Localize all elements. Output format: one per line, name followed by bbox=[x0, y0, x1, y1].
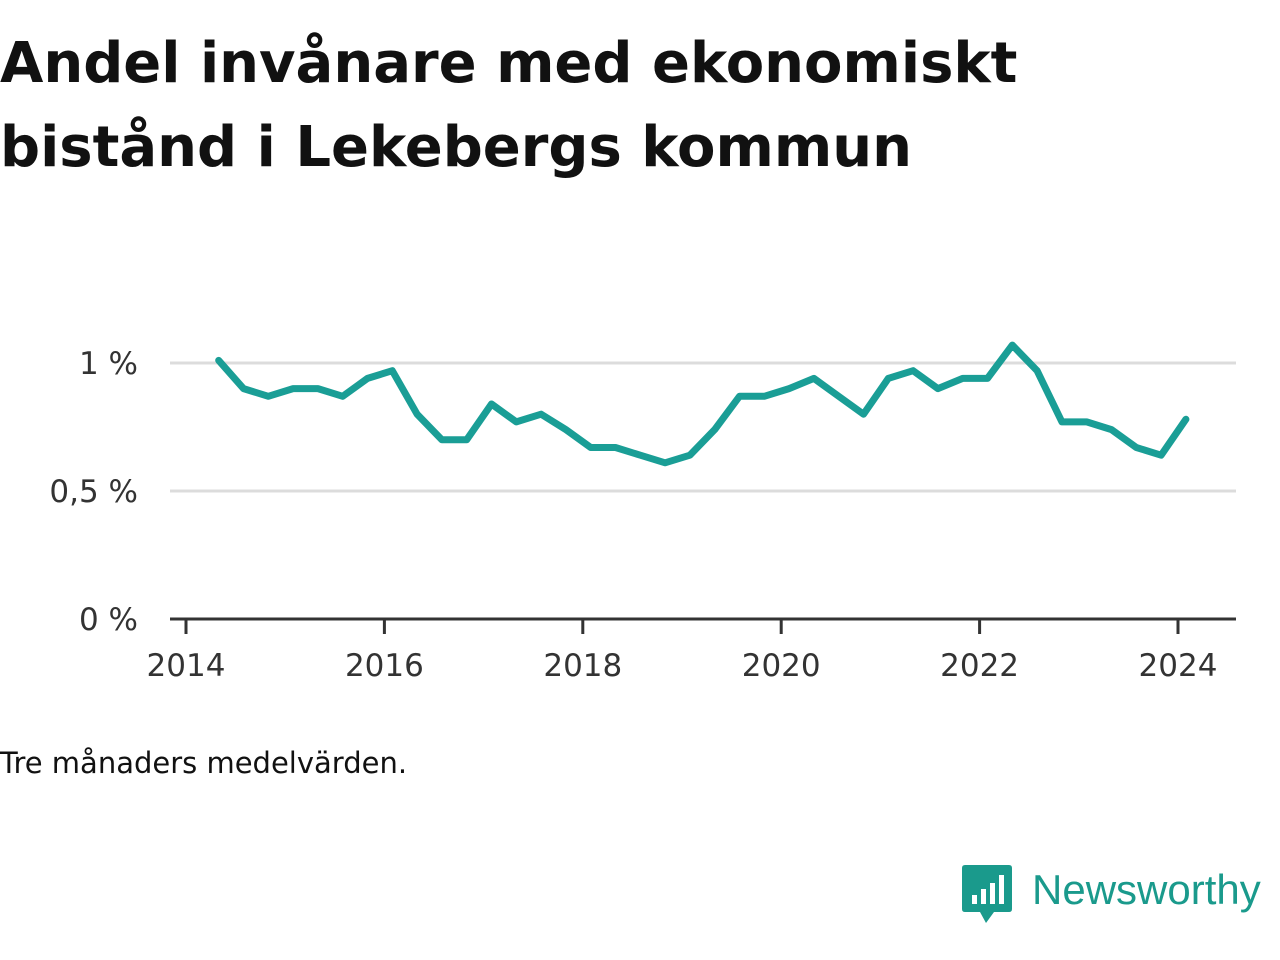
x-tick-label: 2020 bbox=[742, 648, 821, 684]
brand-name: Newsworthy bbox=[1032, 866, 1261, 913]
line-chart: 0 % 0,5 % 1 % 2014 2016 2018 2020 2022 2024 bbox=[49, 341, 1236, 684]
x-tick-label: 2024 bbox=[1139, 648, 1218, 684]
y-tick-label: 0,5 % bbox=[49, 474, 138, 510]
x-tick-label: 2018 bbox=[543, 648, 622, 684]
x-tick-label: 2014 bbox=[147, 648, 226, 684]
series-line bbox=[215, 341, 1190, 467]
x-tick-label: 2016 bbox=[345, 648, 424, 684]
chart-note: Tre månaders medelvärden. bbox=[0, 746, 408, 780]
newsworthy-logo-icon bbox=[962, 865, 1012, 923]
chart-title: Andel invånare med ekonomiskt bistånd i L… bbox=[0, 22, 1240, 190]
y-tick-label: 0 % bbox=[79, 602, 138, 638]
title-line-1: Andel invånare med ekonomiskt bbox=[0, 31, 1018, 96]
brand-logo: Newsworthy bbox=[962, 864, 1261, 926]
title-line-2: bistånd i Lekebergs kommun bbox=[0, 115, 912, 180]
x-tick-label: 2022 bbox=[940, 648, 1019, 684]
y-tick-label: 1 % bbox=[79, 346, 138, 382]
